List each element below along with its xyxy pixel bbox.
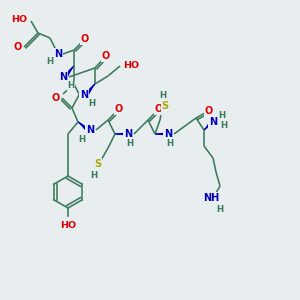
Polygon shape	[78, 122, 88, 131]
Polygon shape	[155, 132, 165, 136]
Text: HO: HO	[123, 61, 139, 70]
Text: H: H	[88, 100, 96, 109]
Text: N: N	[86, 125, 94, 135]
Text: H: H	[68, 82, 75, 91]
Polygon shape	[115, 132, 125, 136]
Text: H: H	[78, 136, 85, 145]
Text: H: H	[216, 206, 224, 214]
Text: O: O	[115, 104, 123, 114]
Text: HO: HO	[60, 221, 76, 230]
Text: NH: NH	[203, 193, 219, 203]
Text: H: H	[46, 58, 54, 67]
Text: H: H	[126, 140, 134, 148]
Text: N: N	[80, 90, 88, 100]
Text: N: N	[209, 117, 217, 127]
Polygon shape	[86, 84, 95, 96]
Text: O: O	[52, 93, 60, 103]
Text: N: N	[164, 129, 172, 139]
Text: O: O	[14, 42, 22, 52]
Polygon shape	[65, 66, 74, 78]
Polygon shape	[204, 121, 212, 130]
Text: N: N	[124, 129, 132, 139]
Text: H: H	[167, 140, 174, 148]
Text: N: N	[59, 72, 67, 82]
Text: O: O	[205, 106, 213, 116]
Text: N: N	[54, 49, 62, 59]
Text: HO: HO	[11, 16, 27, 25]
Text: H: H	[159, 91, 167, 100]
Text: O: O	[155, 104, 163, 114]
Text: H: H	[220, 121, 228, 130]
Text: S: S	[94, 159, 102, 169]
Text: S: S	[161, 101, 169, 111]
Text: O: O	[81, 34, 89, 44]
Text: H: H	[90, 172, 98, 181]
Text: O: O	[102, 51, 110, 61]
Text: H: H	[218, 110, 226, 119]
